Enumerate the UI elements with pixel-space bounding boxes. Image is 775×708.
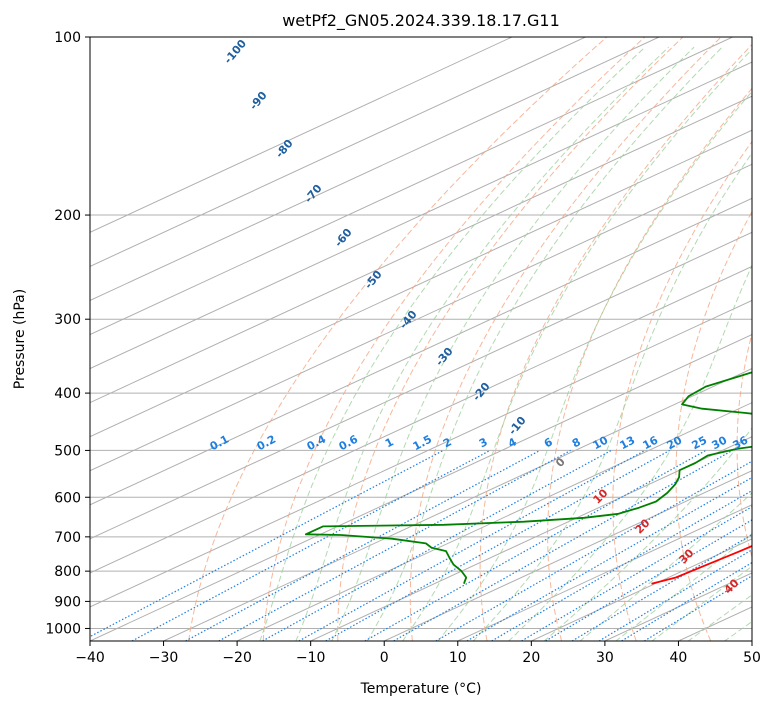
moist-adiabat xyxy=(259,46,646,641)
dry-adiabat xyxy=(612,140,752,641)
y-tick-label: 600 xyxy=(54,490,81,506)
mixing-ratio-line xyxy=(491,489,752,641)
mixing-ratio-label: 30 xyxy=(710,433,730,452)
x-tick-label: 50 xyxy=(743,650,761,666)
x-tick-label: 40 xyxy=(670,650,688,666)
x-tick-label: −40 xyxy=(75,650,105,666)
x-tick-label: 10 xyxy=(449,650,467,666)
moist-adiabat xyxy=(543,427,752,641)
y-tick-label: 200 xyxy=(54,208,81,224)
y-tick-label: 400 xyxy=(54,386,81,402)
mixing-ratio-label: 10 xyxy=(591,433,611,452)
mixing-ratio-line xyxy=(435,460,752,641)
isotherm xyxy=(90,197,752,506)
mixing-ratio-line xyxy=(185,449,541,641)
x-tick-label: 30 xyxy=(596,650,614,666)
y-tick-label: 1000 xyxy=(45,621,81,637)
y-tick-label: 800 xyxy=(54,564,81,580)
mixing-ratio-line xyxy=(325,449,670,641)
moist-adiabat xyxy=(402,48,752,641)
isotherm xyxy=(90,163,752,472)
dry-adiabat xyxy=(547,87,752,641)
mixing-ratio-label: 25 xyxy=(690,434,710,453)
mixing-ratio-label: 20 xyxy=(665,433,685,452)
isotherm xyxy=(90,299,752,608)
x-tick-label: −20 xyxy=(222,650,252,666)
isotherm xyxy=(90,37,660,302)
y-tick-label: 100 xyxy=(54,30,81,46)
isotherm xyxy=(236,402,752,641)
dry-adiabat xyxy=(479,43,752,641)
x-tick-label: 0 xyxy=(380,650,389,666)
mixing-ratio-line xyxy=(393,449,733,641)
axes: −40 −30 −20 −10 0 10 20 30 40 50 100 200 300 400 500 60… xyxy=(45,30,761,666)
plot-frame xyxy=(89,36,753,642)
mixing-ratio-label: 16 xyxy=(641,433,661,452)
mixing-ratio-line xyxy=(90,449,444,638)
isotherm xyxy=(384,470,752,641)
moist-adiabat xyxy=(366,46,723,641)
moist-adiabat xyxy=(579,492,752,641)
moist-adiabat xyxy=(472,152,752,641)
dry-adiabat xyxy=(736,331,752,559)
x-tick-label: 20 xyxy=(522,650,540,666)
x-tick-label: −10 xyxy=(296,650,326,666)
isotherm xyxy=(90,37,513,233)
moist-adiabat xyxy=(507,264,752,641)
dewpoint-line xyxy=(304,371,752,585)
mixing-ratio-label: 13 xyxy=(618,434,638,453)
isotherm xyxy=(90,231,752,540)
moist-adiabat xyxy=(437,90,752,641)
dry-adiabat xyxy=(262,37,646,641)
y-tick-label: 300 xyxy=(54,312,81,328)
chart-title: wetPf2_GN05.2024.339.18.17.G11 xyxy=(282,11,560,31)
y-axis-label: Pressure (hPa) xyxy=(12,289,28,389)
moist-adiabat xyxy=(331,46,695,641)
isotherm xyxy=(90,265,752,574)
dry-adiabat xyxy=(188,37,608,641)
isotherm xyxy=(90,61,752,370)
moist-adiabat xyxy=(295,46,669,641)
isotherm xyxy=(531,538,752,641)
dry-adiabat xyxy=(337,37,684,641)
isotherm xyxy=(90,129,752,438)
dry-adiabat xyxy=(675,210,752,641)
x-axis-label: Temperature (°C) xyxy=(360,681,482,697)
isotherm xyxy=(310,436,752,641)
y-tick-label: 500 xyxy=(54,443,81,459)
y-tick-label: 900 xyxy=(54,594,81,610)
y-tick-label: 700 xyxy=(54,530,81,546)
isotherm xyxy=(163,368,752,641)
isotherm xyxy=(90,37,586,267)
isotherm xyxy=(90,95,752,404)
mixing-ratio-line xyxy=(298,449,646,641)
x-tick-label: −30 xyxy=(149,650,179,666)
mixing-ratio-label: 36 xyxy=(731,433,751,452)
isotherm xyxy=(90,333,752,641)
mixing-ratio-line xyxy=(131,449,491,641)
isotherm xyxy=(457,504,752,641)
mixing-ratio-line xyxy=(466,476,752,641)
isotherm xyxy=(90,37,733,336)
mixing-ratio-line xyxy=(218,449,571,641)
